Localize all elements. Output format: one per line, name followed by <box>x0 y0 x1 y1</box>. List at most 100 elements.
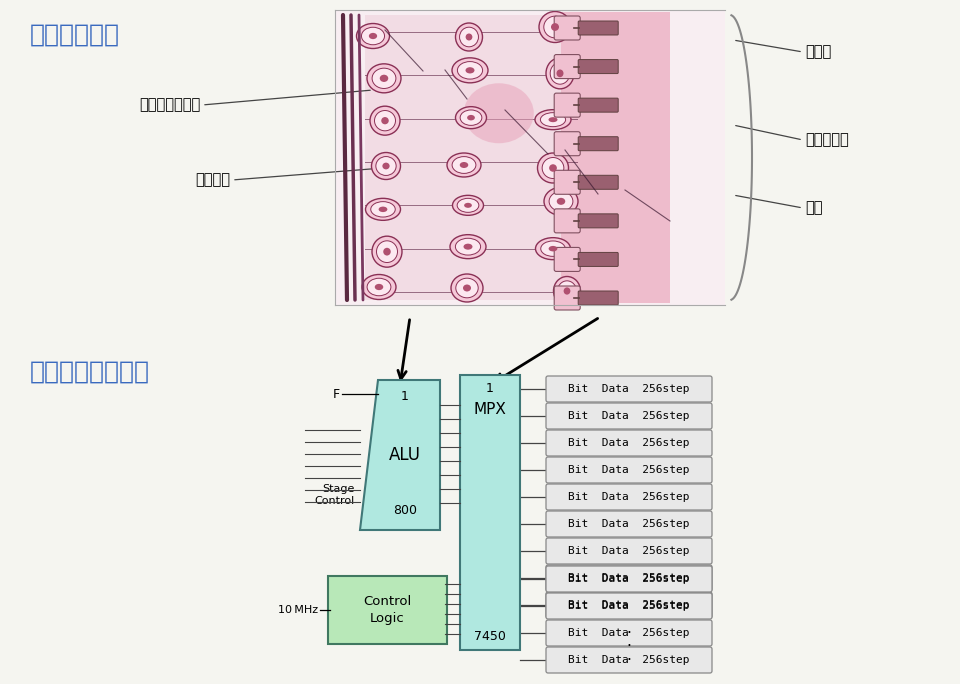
Ellipse shape <box>376 241 397 263</box>
Ellipse shape <box>374 284 383 290</box>
Ellipse shape <box>370 106 400 135</box>
FancyBboxPatch shape <box>562 12 670 303</box>
Ellipse shape <box>371 202 396 217</box>
Ellipse shape <box>466 34 472 40</box>
FancyBboxPatch shape <box>365 15 580 300</box>
Text: 800: 800 <box>393 503 417 516</box>
Text: Bit  Data  256step: Bit Data 256step <box>568 600 689 610</box>
FancyBboxPatch shape <box>546 403 712 429</box>
FancyBboxPatch shape <box>335 10 725 305</box>
Ellipse shape <box>380 75 388 82</box>
Text: 1: 1 <box>486 382 494 395</box>
Ellipse shape <box>376 157 396 176</box>
Text: Bit  Data  256step: Bit Data 256step <box>568 438 689 448</box>
FancyBboxPatch shape <box>328 576 447 644</box>
Ellipse shape <box>362 27 385 44</box>
Text: 色素上皮層: 色素上皮層 <box>805 133 849 148</box>
Ellipse shape <box>466 67 474 73</box>
Ellipse shape <box>381 117 389 124</box>
Ellipse shape <box>460 110 482 125</box>
FancyBboxPatch shape <box>546 538 712 564</box>
Text: 1: 1 <box>401 389 409 402</box>
Ellipse shape <box>451 274 483 302</box>
FancyBboxPatch shape <box>546 566 712 592</box>
FancyBboxPatch shape <box>546 511 712 537</box>
Text: Bit  Data  256step: Bit Data 256step <box>568 655 689 665</box>
Ellipse shape <box>536 237 570 260</box>
Text: 10 MHz: 10 MHz <box>277 605 318 615</box>
Ellipse shape <box>464 203 472 208</box>
FancyBboxPatch shape <box>546 565 712 591</box>
Ellipse shape <box>366 198 400 220</box>
Text: Bit  Data  256step: Bit Data 256step <box>568 546 689 556</box>
FancyBboxPatch shape <box>554 286 580 310</box>
Text: F: F <box>333 388 340 401</box>
Ellipse shape <box>362 274 396 300</box>
Ellipse shape <box>367 278 391 295</box>
Ellipse shape <box>369 33 377 39</box>
Ellipse shape <box>356 23 390 49</box>
Text: Control
Logic: Control Logic <box>364 595 412 625</box>
Ellipse shape <box>455 238 481 255</box>
Ellipse shape <box>456 278 478 298</box>
Text: アマクリン細胞: アマクリン細胞 <box>139 98 200 112</box>
Ellipse shape <box>452 196 484 215</box>
Text: Bit  Data  256step: Bit Data 256step <box>568 601 689 611</box>
Ellipse shape <box>564 287 570 295</box>
FancyBboxPatch shape <box>578 98 618 112</box>
Ellipse shape <box>554 276 581 306</box>
Text: Bit  Data  256step: Bit Data 256step <box>568 519 689 529</box>
Ellipse shape <box>457 62 483 79</box>
Ellipse shape <box>535 109 571 130</box>
Ellipse shape <box>372 153 400 179</box>
Ellipse shape <box>460 27 478 47</box>
Ellipse shape <box>539 12 571 42</box>
Ellipse shape <box>548 246 558 252</box>
Text: Bit  Data  256step: Bit Data 256step <box>568 628 689 638</box>
Ellipse shape <box>543 16 566 38</box>
FancyBboxPatch shape <box>554 132 580 156</box>
Ellipse shape <box>468 115 475 120</box>
FancyBboxPatch shape <box>546 430 712 456</box>
Ellipse shape <box>463 285 471 291</box>
FancyBboxPatch shape <box>546 620 712 646</box>
Text: Bit  Data  256step: Bit Data 256step <box>568 411 689 421</box>
Ellipse shape <box>457 198 479 212</box>
Ellipse shape <box>549 192 573 211</box>
Ellipse shape <box>548 117 558 122</box>
Text: ·
·
·: · · · <box>627 626 632 668</box>
Ellipse shape <box>538 153 568 183</box>
FancyBboxPatch shape <box>546 592 712 618</box>
FancyBboxPatch shape <box>546 457 712 483</box>
Ellipse shape <box>557 70 564 77</box>
Ellipse shape <box>550 62 570 84</box>
Ellipse shape <box>372 68 396 88</box>
Text: ALU: ALU <box>389 446 421 464</box>
Ellipse shape <box>447 153 481 177</box>
Ellipse shape <box>452 58 488 83</box>
Ellipse shape <box>383 248 391 256</box>
FancyBboxPatch shape <box>554 209 580 233</box>
Text: 水平細胞: 水平細胞 <box>195 172 230 187</box>
FancyBboxPatch shape <box>578 214 618 228</box>
Text: Bit  Data  256step: Bit Data 256step <box>568 574 689 584</box>
Ellipse shape <box>546 58 574 89</box>
FancyBboxPatch shape <box>554 16 580 40</box>
Text: Bit  Data  256step: Bit Data 256step <box>568 384 689 394</box>
Ellipse shape <box>452 157 476 174</box>
Ellipse shape <box>557 198 565 205</box>
FancyBboxPatch shape <box>546 484 712 510</box>
Ellipse shape <box>367 64 401 93</box>
Ellipse shape <box>544 187 578 215</box>
Ellipse shape <box>382 163 390 170</box>
FancyBboxPatch shape <box>578 137 618 150</box>
FancyBboxPatch shape <box>554 170 580 194</box>
Text: Stage
Control: Stage Control <box>315 484 355 506</box>
Ellipse shape <box>464 83 534 143</box>
Ellipse shape <box>540 113 565 127</box>
Ellipse shape <box>551 23 559 31</box>
Ellipse shape <box>542 157 564 179</box>
Polygon shape <box>360 380 440 530</box>
Text: MPX: MPX <box>473 402 507 417</box>
Text: 目の細胞構築: 目の細胞構築 <box>30 23 120 47</box>
